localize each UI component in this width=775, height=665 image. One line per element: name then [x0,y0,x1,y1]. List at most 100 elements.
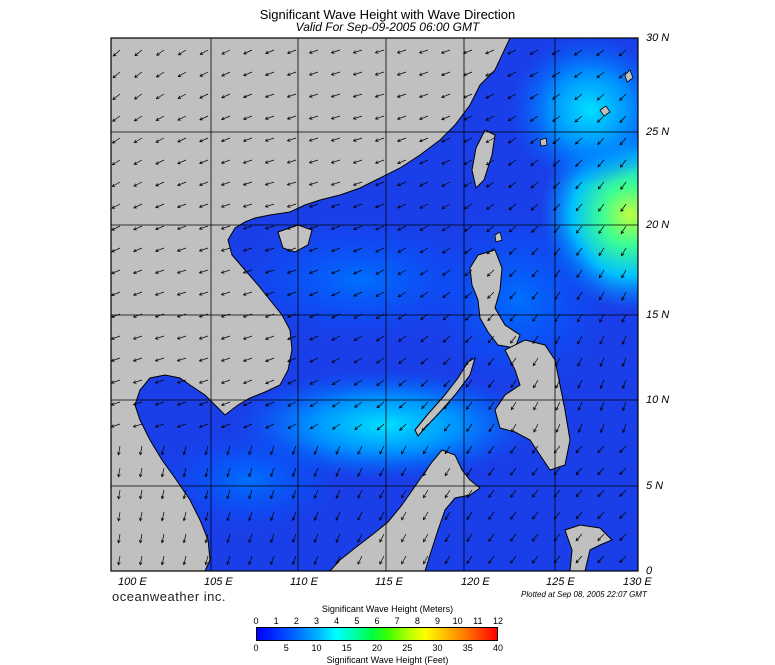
lat-label-0: 0 [646,565,653,577]
direction-arrow-head [423,450,427,455]
direction-arrow [139,467,143,477]
direction-arrow [309,357,319,363]
direction-arrow [485,93,495,99]
direction-arrow [118,511,121,521]
direction-arrow-head [531,229,535,233]
direction-arrow-head [221,95,225,99]
direction-arrow-head [574,141,579,145]
direction-arrow [486,137,495,143]
feet-tick-label: 35 [462,643,473,653]
direction-arrow [221,269,231,274]
direction-arrow [243,313,253,318]
direction-arrow [620,159,627,168]
direction-arrow [199,379,209,384]
direction-arrow-head [308,292,313,297]
direction-arrow [463,71,473,76]
direction-arrow [529,49,539,55]
direction-arrow-head [117,473,121,478]
direction-arrow-head [418,116,423,121]
direction-arrow [227,555,231,565]
direction-arrow-head [464,272,469,277]
direction-arrow [552,49,561,55]
direction-arrow [183,467,187,477]
direction-arrow [622,357,627,367]
direction-arrow [265,159,275,164]
direction-arrow-head [488,384,492,388]
direction-arrow [243,181,253,186]
direction-arrow-head [440,72,445,76]
direction-arrow [509,291,517,299]
direction-arrow [335,533,341,543]
direction-arrow-head [551,51,556,56]
direction-arrow [309,247,319,252]
direction-arrow-head [619,119,623,124]
lon-label-100e: 100 E [118,576,147,588]
direction-arrow-head [423,472,427,477]
direction-arrow [532,533,539,542]
direction-arrow [134,137,143,143]
direction-arrow [292,467,297,477]
direction-arrow-head [309,381,314,385]
direction-arrow-head [112,74,117,79]
direction-arrow [353,93,363,98]
direction-arrow [265,357,275,362]
direction-arrow-head [242,94,247,99]
direction-arrow [442,247,451,254]
direction-arrow-head [331,293,335,297]
direction-arrow-head [443,383,447,388]
direction-arrow [463,49,473,54]
direction-arrow-head [621,341,625,345]
direction-arrow [227,533,231,543]
direction-arrow [575,533,583,542]
meter-tick-label: 6 [374,616,380,626]
direction-arrow [533,423,539,433]
direction-arrow-head [134,96,138,100]
direction-arrow-head [182,451,187,456]
direction-arrow-head [379,494,383,499]
meter-tick-label: 8 [414,616,420,626]
direction-arrow-head [555,384,559,389]
direction-arrow-head [117,561,121,566]
direction-arrow [331,247,341,252]
direction-arrow-head [332,426,336,430]
direction-arrow-head [401,472,405,477]
direction-arrow [597,159,605,167]
direction-arrow-head [330,50,335,54]
direction-arrow-head [419,227,424,231]
direction-arrow-head [226,451,230,456]
direction-arrow [177,291,187,296]
direction-arrow [488,357,495,366]
direction-arrow-head [466,494,470,499]
direction-arrow [488,445,495,454]
direction-arrow-head [486,228,490,233]
direction-arrow [248,533,253,543]
direction-arrow [243,247,253,252]
direction-arrow [221,335,231,340]
direction-arrow [619,533,627,541]
lat-label-15n: 15 N [646,309,670,321]
direction-arrow-head [335,517,339,521]
direction-arrow [507,93,517,99]
direction-arrow [314,445,319,455]
direction-arrow [507,49,517,55]
direction-arrow-head [352,94,357,98]
direction-arrow [221,159,231,164]
direction-arrow-head [597,185,602,190]
direction-arrow-head [376,426,381,431]
direction-arrow-head [177,117,182,121]
direction-arrow [575,555,583,564]
direction-arrow [376,379,385,386]
direction-arrow-head [376,404,381,409]
direction-arrow-head [509,317,514,322]
direction-arrow-head [265,380,269,385]
direction-arrow [270,445,275,455]
direction-arrow-head [376,382,380,386]
direction-arrow [133,203,143,209]
lon-label-115e: 115 E [375,576,403,588]
direction-arrow [444,423,451,432]
direction-arrow-head [111,227,115,231]
direction-arrow [161,489,165,499]
feet-tick-label: 5 [283,643,289,653]
direction-arrow [488,379,495,388]
direction-arrow-head [264,116,269,120]
